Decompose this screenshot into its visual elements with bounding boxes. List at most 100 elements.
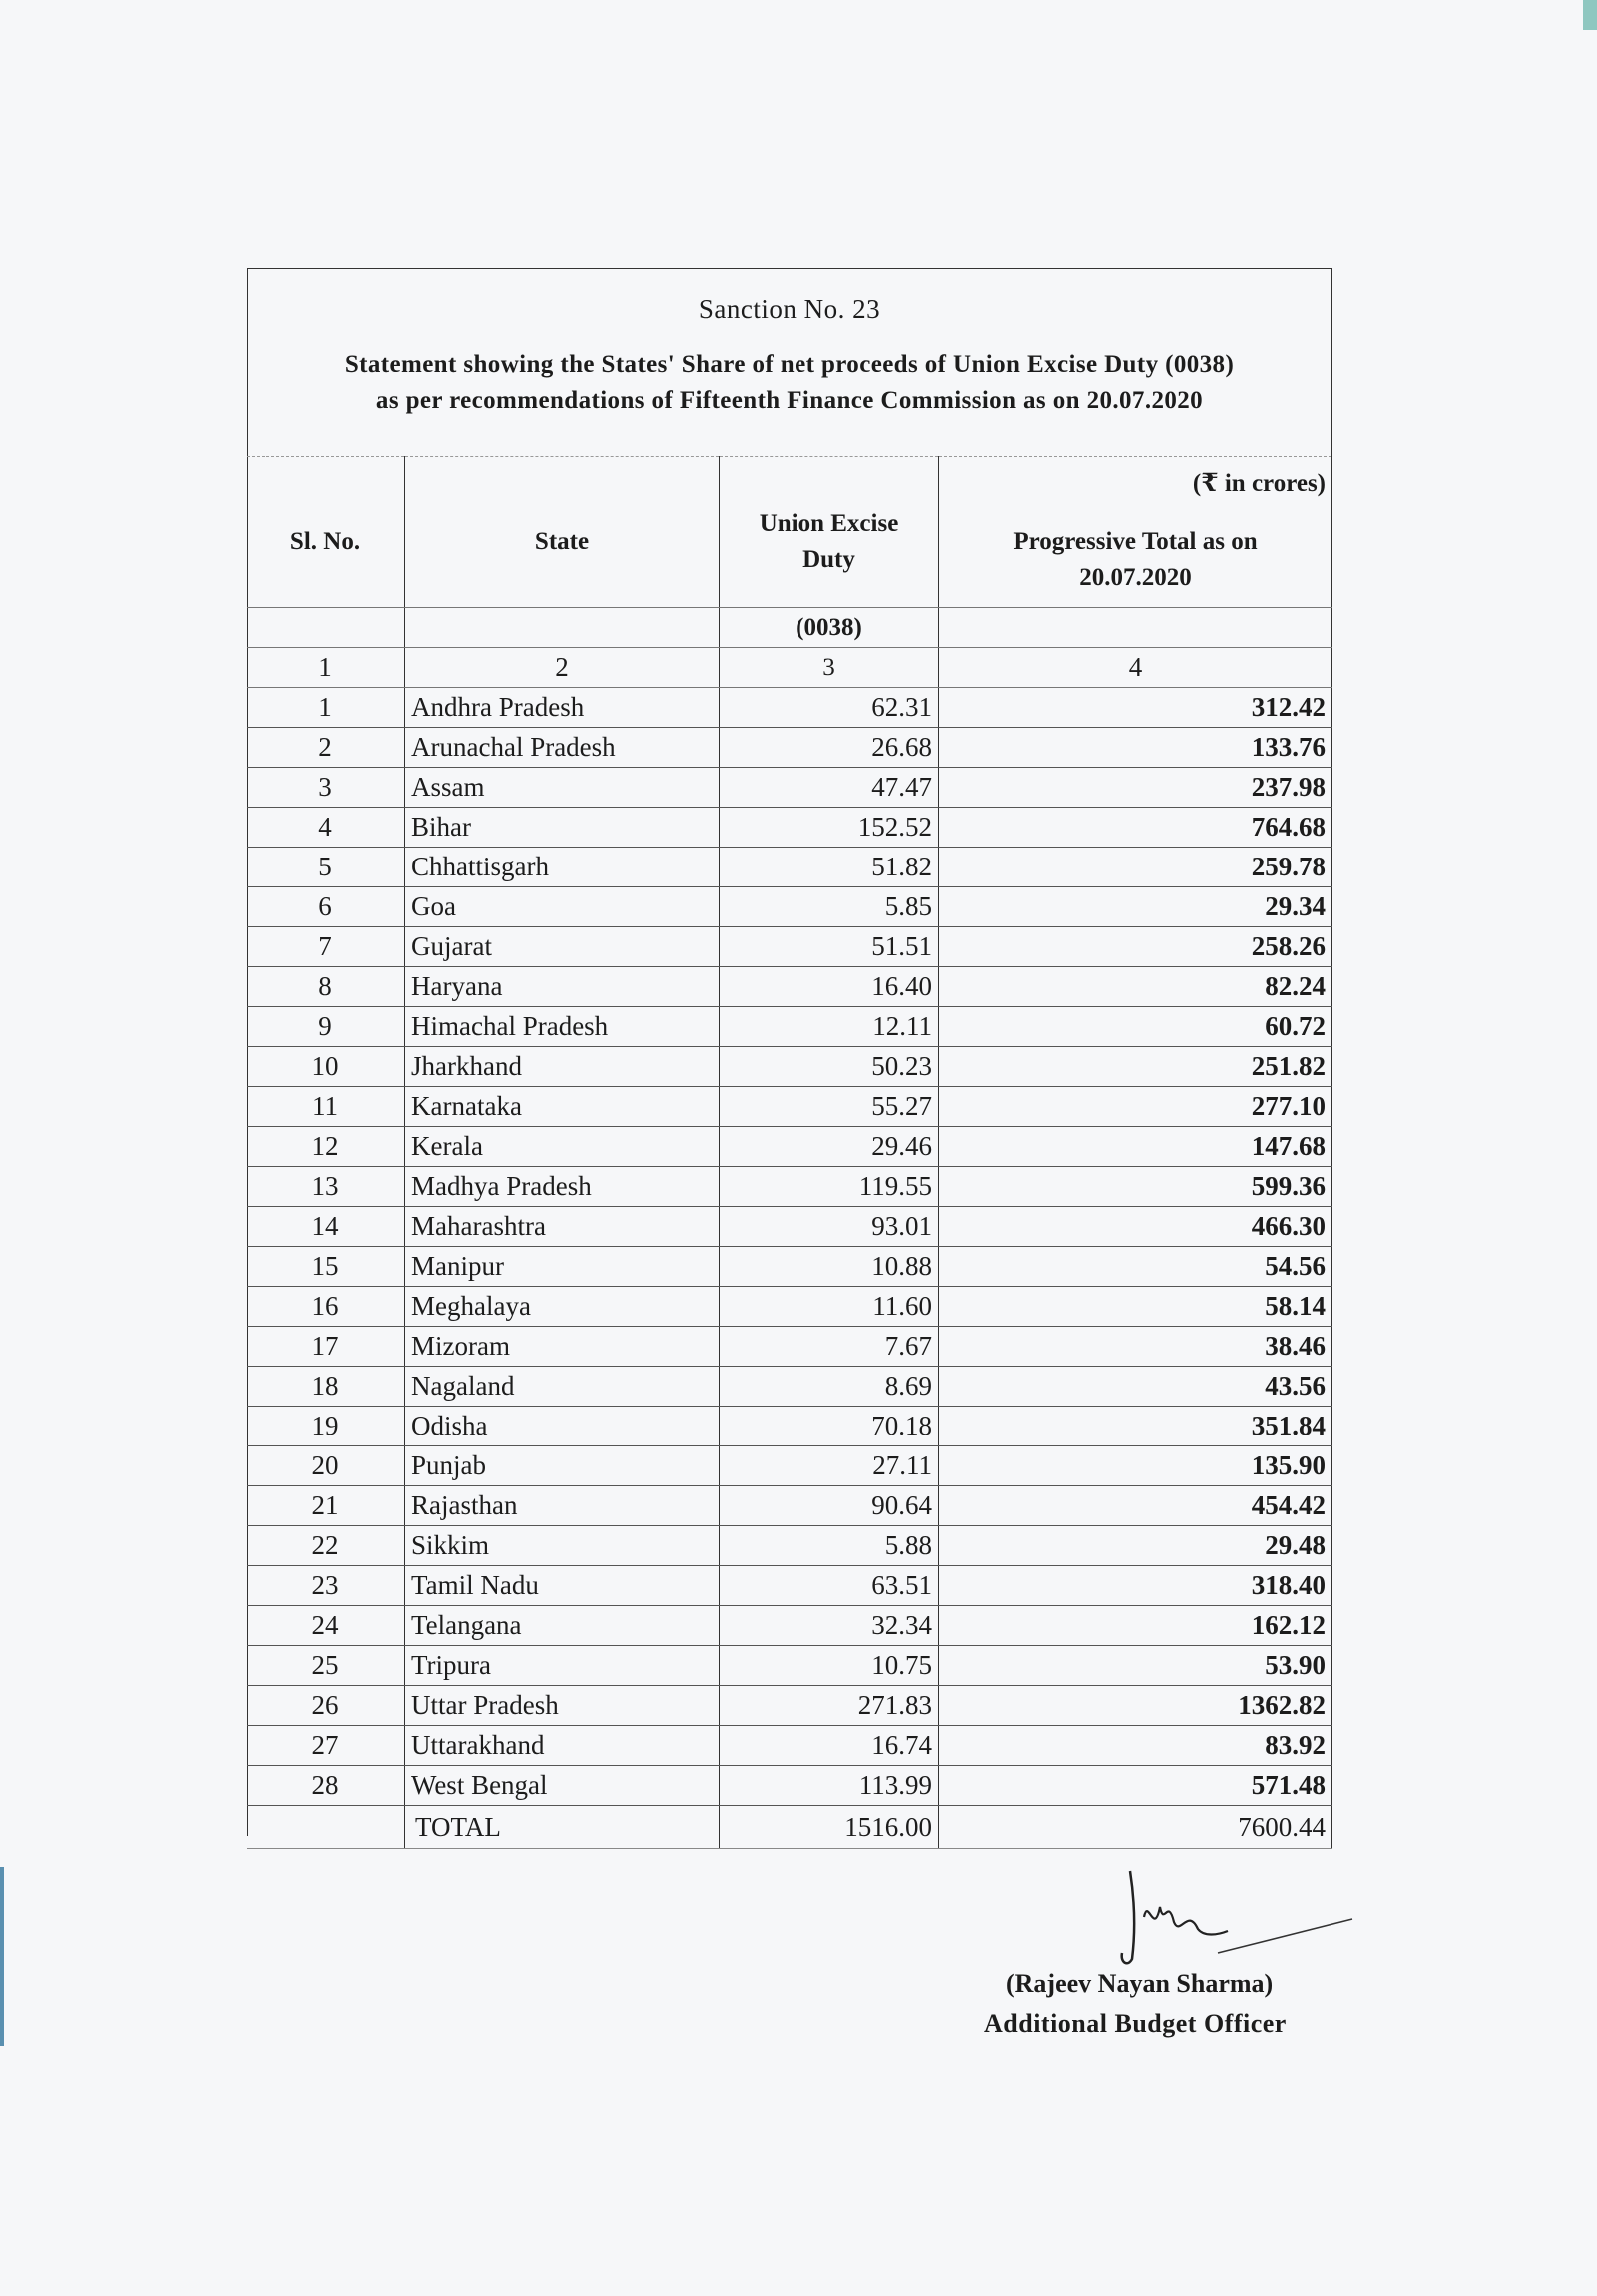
union-excise-duty-cell: 51.51 xyxy=(719,926,939,967)
empty-cell xyxy=(404,607,720,648)
union-excise-duty-cell: 27.11 xyxy=(719,1445,939,1486)
table-row: 4 Bihar 152.52 764.68 xyxy=(247,807,1332,848)
union-excise-duty-cell: 5.85 xyxy=(719,886,939,927)
union-excise-duty-cell: 50.23 xyxy=(719,1046,939,1087)
progressive-total-cell: 259.78 xyxy=(938,847,1332,887)
col-number: 2 xyxy=(404,647,720,688)
union-excise-duty-cell: 51.82 xyxy=(719,847,939,887)
table-row: 11 Karnataka 55.27 277.10 xyxy=(247,1086,1332,1127)
col-number: 3 xyxy=(719,647,939,688)
state-cell: Sikkim xyxy=(404,1525,720,1566)
union-excise-duty-cell: 55.27 xyxy=(719,1086,939,1127)
union-excise-duty-cell: 113.99 xyxy=(719,1765,939,1806)
table-row: 26 Uttar Pradesh 271.83 1362.82 xyxy=(247,1685,1332,1726)
state-cell: Punjab xyxy=(404,1445,720,1486)
table-row: 12 Kerala 29.46 147.68 xyxy=(247,1126,1332,1167)
sl-no-cell: 18 xyxy=(247,1366,405,1407)
col-header-state: State xyxy=(404,456,720,608)
statement-line-1: Statement showing the States' Share of n… xyxy=(344,351,1235,378)
table-row: 24 Telangana 32.34 162.12 xyxy=(247,1605,1332,1646)
table-row: 3 Assam 47.47 237.98 xyxy=(247,767,1332,808)
progressive-total-cell: 83.92 xyxy=(938,1725,1332,1766)
state-cell: Madhya Pradesh xyxy=(404,1166,720,1207)
col-header-union-excise-duty: Union Excise Duty xyxy=(719,456,939,608)
progressive-total-cell: 60.72 xyxy=(938,1006,1332,1047)
progressive-total-cell: 43.56 xyxy=(938,1366,1332,1407)
union-excise-duty-cell: 5.88 xyxy=(719,1525,939,1566)
sl-no-cell: 28 xyxy=(247,1765,405,1806)
union-excise-duty-cell: 11.60 xyxy=(719,1286,939,1327)
union-excise-duty-cell: 93.01 xyxy=(719,1206,939,1247)
progressive-total-cell: 133.76 xyxy=(938,727,1332,768)
progressive-total-cell: 764.68 xyxy=(938,807,1332,848)
state-cell: Arunachal Pradesh xyxy=(404,727,720,768)
union-excise-duty-cell: 62.31 xyxy=(719,687,939,728)
col-header-sl-no: Sl. No. xyxy=(247,456,405,608)
progressive-total-cell: 258.26 xyxy=(938,926,1332,967)
table-row: 23 Tamil Nadu 63.51 318.40 xyxy=(247,1565,1332,1606)
progressive-total-cell: 58.14 xyxy=(938,1286,1332,1327)
table-row: 10 Jharkhand 50.23 251.82 xyxy=(247,1046,1332,1087)
header-row: Sl. No. State Union Excise Duty Progress… xyxy=(247,456,1332,608)
union-excise-duty-cell: 70.18 xyxy=(719,1406,939,1446)
page-edge-mark xyxy=(1583,0,1597,30)
sl-no-cell: 27 xyxy=(247,1725,405,1766)
progressive-total-cell: 454.42 xyxy=(938,1485,1332,1526)
table-row: 8 Haryana 16.40 82.24 xyxy=(247,966,1332,1007)
empty-cell xyxy=(247,1805,405,1849)
state-cell: West Bengal xyxy=(404,1765,720,1806)
state-cell: Uttarakhand xyxy=(404,1725,720,1766)
union-excise-duty-cell: 26.68 xyxy=(719,727,939,768)
progressive-total-cell: 29.34 xyxy=(938,886,1332,927)
sl-no-cell: 12 xyxy=(247,1126,405,1167)
table-row: 7 Gujarat 51.51 258.26 xyxy=(247,926,1332,967)
table-row: 16 Meghalaya 11.60 58.14 xyxy=(247,1286,1332,1327)
union-excise-duty-cell: 7.67 xyxy=(719,1326,939,1367)
empty-cell xyxy=(938,607,1332,648)
state-cell: Chhattisgarh xyxy=(404,847,720,887)
state-cell: Meghalaya xyxy=(404,1286,720,1327)
signatory-designation: Additional Budget Officer xyxy=(984,2009,1287,2038)
sl-no-cell: 24 xyxy=(247,1605,405,1646)
state-cell: Telangana xyxy=(404,1605,720,1646)
progressive-total-cell: 237.98 xyxy=(938,767,1332,808)
header-code-row: (0038) xyxy=(247,607,1332,648)
union-excise-duty-cell: 29.46 xyxy=(719,1126,939,1167)
progressive-total-cell: 53.90 xyxy=(938,1645,1332,1686)
progressive-total-cell: 54.56 xyxy=(938,1246,1332,1287)
sl-no-cell: 26 xyxy=(247,1685,405,1726)
col-number: 1 xyxy=(247,647,405,688)
table-row: 2 Arunachal Pradesh 26.68 133.76 xyxy=(247,727,1332,768)
state-cell: Tamil Nadu xyxy=(404,1565,720,1606)
states-share-table: Sl. No. State Union Excise Duty Progress… xyxy=(247,456,1332,1849)
table-row: 1 Andhra Pradesh 62.31 312.42 xyxy=(247,687,1332,728)
sl-no-cell: 23 xyxy=(247,1565,405,1606)
union-excise-duty-cell: 90.64 xyxy=(719,1485,939,1526)
state-cell: Maharashtra xyxy=(404,1206,720,1247)
table-row: 19 Odisha 70.18 351.84 xyxy=(247,1406,1332,1446)
union-excise-duty-cell: 10.75 xyxy=(719,1645,939,1686)
statement-line-2: as per recommendations of Fifteenth Fina… xyxy=(375,387,1204,414)
sl-no-cell: 8 xyxy=(247,966,405,1007)
state-cell: Assam xyxy=(404,767,720,808)
table-row: 18 Nagaland 8.69 43.56 xyxy=(247,1366,1332,1407)
progressive-total-cell: 147.68 xyxy=(938,1126,1332,1167)
sl-no-cell: 1 xyxy=(247,687,405,728)
total-label: TOTAL xyxy=(404,1805,720,1849)
sl-no-cell: 21 xyxy=(247,1485,405,1526)
table-row: 20 Punjab 27.11 135.90 xyxy=(247,1445,1332,1486)
union-excise-duty-cell: 119.55 xyxy=(719,1166,939,1207)
state-cell: Kerala xyxy=(404,1126,720,1167)
state-cell: Uttar Pradesh xyxy=(404,1685,720,1726)
sl-no-cell: 25 xyxy=(247,1645,405,1686)
union-excise-duty-cell: 63.51 xyxy=(719,1565,939,1606)
union-excise-duty-cell: 8.69 xyxy=(719,1366,939,1407)
union-excise-duty-cell: 16.40 xyxy=(719,966,939,1007)
progressive-total-cell: 251.82 xyxy=(938,1046,1332,1087)
table-row: 15 Manipur 10.88 54.56 xyxy=(247,1246,1332,1287)
column-number-row: 1 2 3 4 xyxy=(247,647,1332,688)
progressive-total-cell: 82.24 xyxy=(938,966,1332,1007)
progressive-total-cell: 312.42 xyxy=(938,687,1332,728)
state-cell: Jharkhand xyxy=(404,1046,720,1087)
empty-cell xyxy=(247,607,405,648)
